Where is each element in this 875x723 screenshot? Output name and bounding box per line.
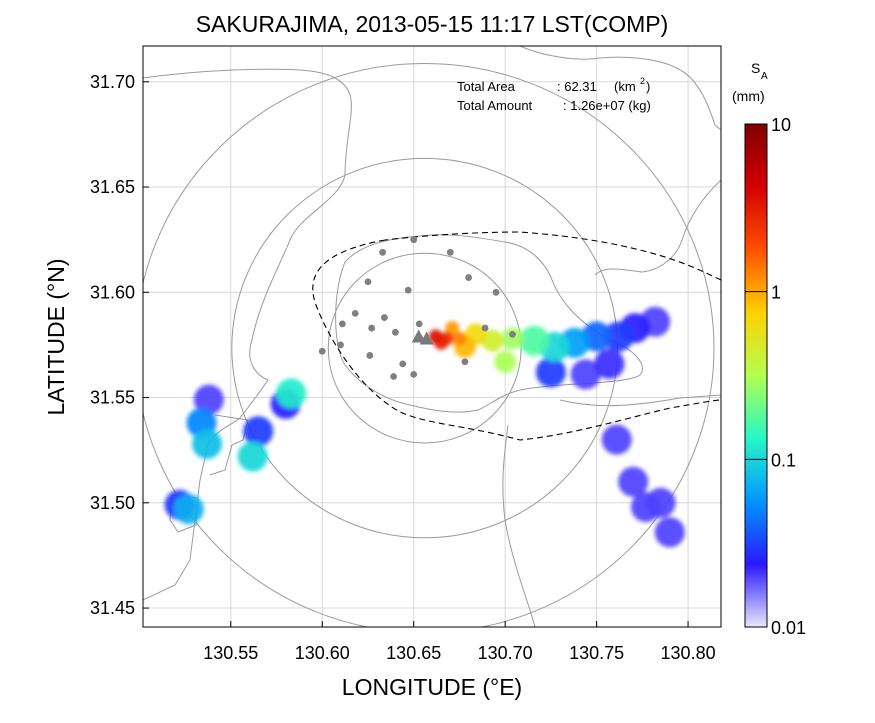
deposit-cell: [445, 321, 460, 336]
coastline-west: [143, 68, 352, 601]
y-axis: 31.45 31.50 31.55 31.60 31.65 31.70: [90, 72, 149, 618]
deposit-cell: [452, 331, 467, 346]
station-dot: [364, 278, 372, 286]
total-amount-label: Total Amount: [457, 98, 533, 113]
station-dot: [351, 309, 359, 317]
deposit-region: [601, 424, 685, 548]
colorbar: S A (mm) 0.01 0.1 1 10: [732, 60, 806, 638]
deposit-cell: [494, 350, 517, 373]
station-dot: [390, 373, 397, 380]
deposit-cell: [601, 424, 632, 455]
station-dot: [337, 341, 344, 349]
station-dot: [366, 352, 374, 359]
total-area-unit-suffix: ): [646, 79, 650, 94]
ash-deposit-layer: [164, 306, 685, 548]
colorbar-ticks: 0.01 0.1 1 10: [745, 115, 806, 638]
colorbar-tick-label: 10: [771, 115, 791, 135]
x-tick-label: 130.55: [203, 643, 258, 663]
deposit-cell: [192, 428, 223, 459]
station-dot: [410, 370, 418, 378]
station-dot: [509, 330, 516, 338]
deposit-cell: [243, 416, 274, 447]
station-dot: [461, 358, 469, 366]
station-dot: [492, 288, 500, 296]
station-dot: [415, 320, 423, 328]
vent-triangle-west: [411, 329, 426, 343]
y-tick-label: 31.45: [90, 598, 135, 618]
total-area-label: Total Area: [457, 79, 516, 94]
deposit-region: [428, 306, 671, 390]
deposit-cell: [570, 359, 601, 390]
colorbar-tick-label: 0.1: [771, 450, 796, 470]
deposit-cell: [428, 329, 443, 344]
x-tick-label: 130.70: [478, 643, 533, 663]
station-dot: [446, 248, 454, 256]
chart-title: SAKURAJIMA, 2013-05-15 11:17 LST(COMP): [196, 11, 669, 37]
x-axis-label: LONGITUDE (°E): [342, 674, 522, 700]
total-area-unit-prefix: (km: [614, 79, 636, 94]
vent-triangle-east: [419, 331, 434, 345]
x-axis: 130.55 130.60 130.65 130.70 130.75 130.80: [203, 621, 716, 663]
y-tick-label: 31.50: [90, 493, 135, 513]
station-dot: [338, 320, 346, 328]
deposit-cell: [603, 321, 634, 352]
range-circle: [327, 252, 522, 444]
station-dot: [399, 360, 407, 368]
deposit-cell: [276, 378, 307, 409]
deposit-cell: [535, 357, 566, 388]
y-tick-label: 31.70: [90, 72, 135, 92]
deposit-cell: [519, 325, 550, 356]
sakurajima-coast: [335, 234, 643, 413]
station-dot: [318, 347, 326, 355]
y-tick-label: 31.65: [90, 177, 135, 197]
y-tick-label: 31.55: [90, 388, 135, 408]
coastline-north: [519, 46, 721, 131]
colorbar-symbol: S: [751, 60, 760, 76]
deposit-cell: [594, 348, 625, 379]
deposit-cell: [193, 384, 224, 415]
coastline-east: [594, 179, 721, 276]
station-dot: [481, 324, 489, 332]
deposit-cell: [501, 327, 524, 350]
x-tick-label: 130.80: [661, 643, 716, 663]
total-amount-value: : 1.26e+07 (kg): [563, 98, 651, 113]
y-tick-label: 31.60: [90, 282, 135, 302]
x-tick-label: 130.60: [295, 643, 350, 663]
deposit-cell: [618, 466, 649, 497]
station-dot: [392, 328, 399, 336]
totals-annotation: Total Area : 62.31 (km 2 ) Total Amount …: [457, 76, 651, 113]
range-circle: [143, 63, 715, 627]
station-dot: [404, 286, 412, 294]
total-area-unit-exponent: 2: [640, 76, 645, 86]
dashed-boundary: [312, 231, 721, 441]
station-dot: [379, 248, 387, 256]
deposit-region: [164, 378, 307, 525]
colorbar-tick-label: 1: [771, 283, 781, 303]
station-dot: [410, 236, 418, 244]
station-dot: [465, 274, 472, 281]
x-tick-label: 130.75: [569, 643, 624, 663]
colorbar-tick-label: 0.01: [771, 618, 806, 638]
gridlines: [143, 46, 721, 627]
station-dot: [381, 314, 388, 321]
deposit-cell: [173, 494, 204, 525]
observation-stations: [318, 236, 516, 380]
deposit-cell: [631, 492, 662, 523]
y-axis-label: LATITUDE (°N): [43, 259, 69, 416]
vent-triangle-icon: [411, 329, 434, 345]
colorbar-symbol-subscript: A: [761, 71, 768, 82]
plot-frame: [142, 45, 722, 628]
x-tick-label: 130.65: [386, 643, 441, 663]
total-area-value: : 62.31: [557, 79, 597, 94]
colorbar-unit: (mm): [732, 88, 765, 104]
coastline-bay: [559, 394, 721, 407]
plot-area: Total Area : 62.31 (km 2 ) Total Amount …: [142, 45, 722, 628]
deposit-cell: [237, 441, 268, 472]
coastline-west-inset: [209, 414, 249, 476]
deposit-cell: [654, 517, 685, 548]
station-dot: [368, 324, 376, 332]
colorbar-gradient: [744, 123, 768, 628]
